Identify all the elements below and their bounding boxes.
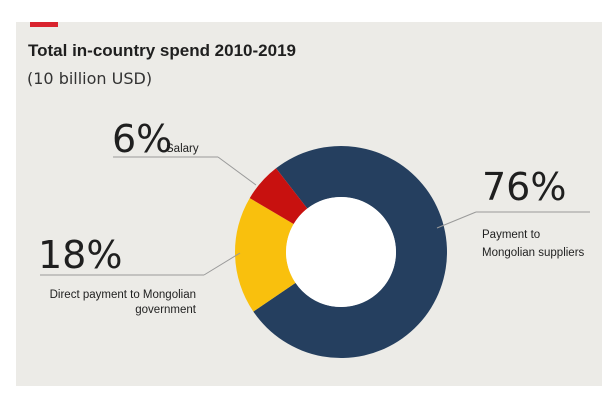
leader-line-suppliers-diag <box>436 211 477 229</box>
leader-line-salary-diag <box>217 156 257 186</box>
chart-subtitle: (10 billion USD) <box>27 69 153 88</box>
slice-name-label: Direct payment to Mongolian <box>50 289 196 301</box>
slice-name-label: Mongolian suppliers <box>482 247 585 259</box>
slice-name-label: Payment to <box>482 229 540 241</box>
slice-name-label: government <box>135 304 197 316</box>
accent-bar <box>30 22 58 27</box>
chart-title: Total in-country spend 2010-2019 <box>28 41 296 60</box>
slice-name-label: Salary <box>166 143 199 155</box>
slice-value-label: 6% <box>112 117 172 161</box>
donut-hole <box>286 197 396 307</box>
slice-value-label: 18% <box>38 233 122 277</box>
donut-slice <box>249 168 308 225</box>
donut-slice <box>253 146 447 358</box>
donut-slice <box>235 198 296 312</box>
donut-slices <box>235 146 447 358</box>
leader-line-government-diag <box>203 252 241 276</box>
slice-value-label: 76% <box>482 165 566 209</box>
